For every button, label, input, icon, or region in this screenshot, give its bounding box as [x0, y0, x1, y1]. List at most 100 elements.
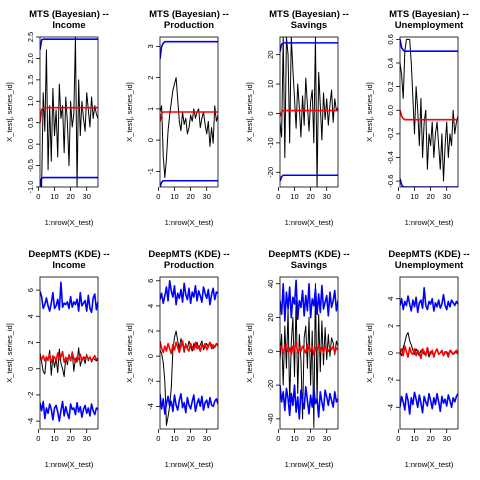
series-line-4	[280, 174, 338, 182]
plot-frame	[399, 36, 459, 188]
y-tick-label: 0	[146, 354, 155, 358]
series-line-4	[160, 393, 218, 415]
x-axis-label: 1:nrow(X_test)	[45, 218, 94, 227]
y-tick-label: 4	[386, 297, 395, 301]
y-tick-label: -20	[266, 167, 275, 178]
y-tick-label: 0.2	[386, 81, 395, 91]
x-tick-label: 10	[410, 434, 418, 443]
series-line-2	[40, 106, 98, 123]
plot-frame	[279, 276, 339, 430]
x-tick-label: 0	[156, 192, 160, 201]
y-tick-label: 0	[266, 349, 275, 353]
panel-1: MTS (Bayesian) --Income 0 10 20 30 -1.0 -0.5 0.…	[5, 9, 109, 227]
series-line-4	[400, 178, 458, 187]
x-tick-label: 30	[323, 434, 331, 443]
y-tick-label: 1.5	[26, 75, 35, 85]
series-line-2	[160, 111, 218, 122]
plot-frame	[279, 36, 339, 188]
y-tick-label: -1	[146, 168, 155, 175]
y-tick-label: 2	[26, 340, 35, 344]
plot-frame	[159, 36, 219, 188]
y-axis-label: X_test[, series_id]	[365, 323, 374, 383]
panel-title-line1: MTS (Bayesian) --	[389, 9, 469, 20]
x-axis-label: 1:nrow(X_test)	[45, 460, 94, 469]
y-tick-label: -40	[266, 413, 275, 424]
x-tick-label: 30	[323, 192, 331, 201]
x-tick-label: 0	[396, 434, 400, 443]
panel-title-line2: Savings	[291, 20, 327, 31]
y-tick-label: 3	[146, 44, 155, 48]
y-axis-label: X_test[, series_id]	[125, 323, 134, 383]
series-group	[160, 279, 218, 426]
series-line-2	[280, 342, 338, 356]
y-tick-label: 0.0	[386, 105, 395, 115]
y-tick-label: 0.5	[26, 117, 35, 127]
y-tick-label: 4	[146, 304, 155, 308]
panel-5: DeepMTS (KDE) --Income 0 10 20 30 -4 -2 0 2 4 6 1:n…	[5, 249, 110, 469]
x-tick-label: 0	[36, 434, 40, 443]
y-tick-label: -10	[266, 137, 275, 148]
series-group	[400, 287, 458, 415]
plot-frame	[159, 276, 219, 430]
x-tick-label: 20	[306, 434, 314, 443]
series-line-1	[280, 283, 338, 428]
series-line-1	[400, 38, 458, 182]
y-tick-label: -4	[26, 418, 35, 425]
y-tick-label: 2	[386, 324, 395, 328]
series-line-1	[280, 37, 338, 187]
y-tick-label: -2	[26, 392, 35, 399]
x-axis-label: 1:nrow(X_test)	[405, 460, 454, 469]
x-axis-label: 1:nrow(X_test)	[285, 218, 334, 227]
series-line-3	[40, 281, 98, 314]
series-line-1	[160, 77, 218, 179]
x-tick-label: 10	[50, 192, 58, 201]
y-tick-label: -0.6	[386, 175, 395, 188]
x-tick-label: 20	[426, 434, 434, 443]
x-tick-label: 10	[410, 192, 418, 201]
y-axis-label: X_test[, series_id]	[245, 323, 254, 383]
y-tick-label: 6	[26, 288, 35, 292]
x-tick-label: 30	[443, 434, 451, 443]
y-tick-label: -0.2	[386, 127, 395, 140]
panel-3: MTS (Bayesian) --Savings 0 10 20 30 -20 -10 0 10…	[245, 9, 349, 227]
y-tick-label: 6	[146, 279, 155, 283]
y-tick-label: -2	[386, 377, 395, 384]
y-tick-label: 0	[266, 111, 275, 115]
x-axis-label: 1:nrow(X_test)	[165, 218, 214, 227]
x-tick-label: 0	[156, 434, 160, 443]
x-tick-label: 30	[83, 434, 91, 443]
series-line-3	[160, 40, 218, 59]
x-axis-label: 1:nrow(X_test)	[405, 218, 454, 227]
panel-title-line2: Production	[164, 20, 214, 31]
panel-title-line2: Income	[52, 20, 85, 31]
series-line-2	[400, 110, 458, 121]
x-tick-label: 20	[186, 434, 194, 443]
plot-frame	[39, 276, 99, 430]
y-tick-label: 0	[386, 351, 395, 355]
y-tick-label: -2	[146, 378, 155, 385]
x-tick-label: 0	[276, 192, 280, 201]
y-tick-label: 0.0	[26, 139, 35, 149]
x-tick-label: 10	[50, 434, 58, 443]
x-tick-label: 20	[66, 192, 74, 201]
panel-title-line1: DeepMTS (KDE) --	[28, 249, 109, 260]
y-tick-label: 40	[266, 280, 275, 288]
y-axis-label: X_test[, series_id]	[5, 323, 14, 383]
y-tick-label: 2	[146, 76, 155, 80]
series-line-3	[280, 42, 338, 52]
panel-title-line2: Production	[164, 260, 214, 271]
panel-title-line1: MTS (Bayesian) --	[149, 9, 229, 20]
series-line-2	[160, 340, 218, 355]
y-axis-label: X_test[, series_id]	[125, 82, 134, 142]
x-axis-label: 1:nrow(X_test)	[285, 460, 334, 469]
series-line-4	[40, 400, 98, 422]
x-tick-label: 10	[170, 192, 178, 201]
y-tick-label: 20	[266, 50, 275, 58]
series-group	[40, 37, 98, 187]
series-line-4	[40, 176, 98, 187]
panel-8: DeepMTS (KDE) --Unemployment 0 10 20 30 -4 -2 0…	[365, 249, 470, 469]
y-tick-label: 1.0	[26, 96, 35, 106]
y-tick-label: 2.5	[26, 32, 35, 42]
x-tick-label: 30	[83, 192, 91, 201]
y-tick-label: 2.0	[26, 53, 35, 63]
